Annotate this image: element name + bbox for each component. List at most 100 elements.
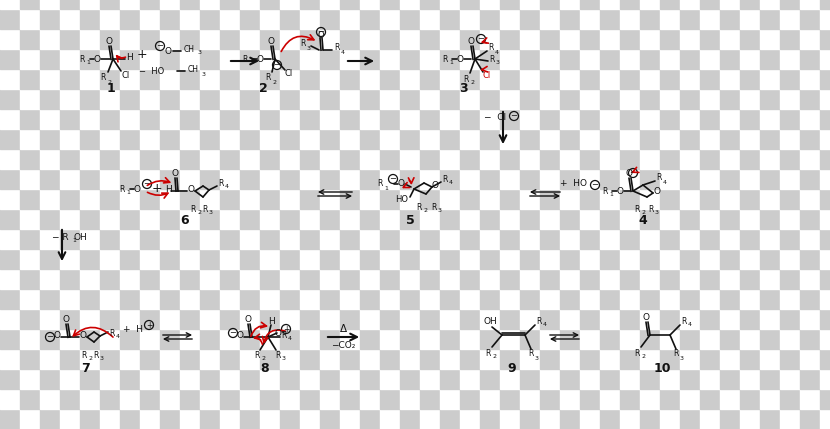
Bar — [0, 169, 20, 189]
Bar — [720, 249, 740, 269]
Text: R: R — [634, 348, 640, 357]
Bar — [80, 249, 100, 269]
Bar — [20, 169, 40, 189]
Text: −  Cl: − Cl — [484, 112, 506, 121]
Bar — [500, 89, 520, 109]
Bar — [580, 109, 600, 129]
Bar — [620, 169, 640, 189]
Bar — [800, 349, 820, 369]
Text: +: + — [152, 182, 163, 196]
Bar — [0, 89, 20, 109]
Bar — [40, 169, 60, 189]
Bar — [540, 269, 560, 289]
Bar — [660, 349, 680, 369]
Text: H: H — [164, 184, 171, 193]
Bar — [620, 289, 640, 309]
Bar — [480, 289, 500, 309]
Bar — [80, 289, 100, 309]
Bar — [420, 29, 440, 49]
Text: R: R — [529, 350, 534, 359]
Bar — [160, 249, 180, 269]
Bar — [780, 169, 800, 189]
Bar — [600, 349, 620, 369]
Bar — [280, 149, 300, 169]
Bar — [300, 229, 320, 249]
Bar — [20, 69, 40, 89]
Bar — [180, 249, 200, 269]
Bar — [280, 249, 300, 269]
Bar — [680, 149, 700, 169]
Bar — [500, 229, 520, 249]
Bar — [80, 189, 100, 209]
Text: 4: 4 — [688, 323, 692, 327]
Bar — [540, 29, 560, 49]
Bar — [360, 249, 380, 269]
Bar — [240, 329, 260, 349]
Bar — [280, 409, 300, 429]
Bar — [380, 189, 400, 209]
Bar — [400, 309, 420, 329]
Bar — [720, 169, 740, 189]
Text: O: O — [642, 314, 650, 323]
Text: R: R — [120, 184, 124, 193]
Bar — [580, 309, 600, 329]
Bar — [620, 209, 640, 229]
Bar — [280, 109, 300, 129]
Bar — [800, 389, 820, 409]
Bar — [100, 249, 120, 269]
Bar — [300, 29, 320, 49]
Bar — [820, 89, 830, 109]
Bar — [420, 129, 440, 149]
Bar — [660, 389, 680, 409]
Bar — [580, 0, 600, 9]
Bar — [500, 69, 520, 89]
Bar — [700, 189, 720, 209]
Bar — [740, 109, 760, 129]
Bar — [420, 389, 440, 409]
Bar — [620, 49, 640, 69]
Bar — [320, 269, 340, 289]
Bar — [200, 269, 220, 289]
Bar — [720, 149, 740, 169]
Bar — [180, 149, 200, 169]
Bar — [240, 209, 260, 229]
Bar — [80, 369, 100, 389]
Text: −: − — [157, 42, 164, 51]
Bar — [480, 409, 500, 429]
Bar — [520, 389, 540, 409]
Bar — [360, 189, 380, 209]
Bar — [780, 129, 800, 149]
Bar — [160, 29, 180, 49]
Bar — [360, 49, 380, 69]
Bar — [780, 409, 800, 429]
Bar — [680, 209, 700, 229]
Bar — [240, 289, 260, 309]
Bar — [100, 289, 120, 309]
Bar — [480, 0, 500, 9]
Bar — [680, 109, 700, 129]
Bar — [640, 409, 660, 429]
Bar — [160, 69, 180, 89]
Text: 2: 2 — [88, 356, 92, 362]
Text: R: R — [218, 178, 224, 187]
Bar — [100, 109, 120, 129]
Bar — [600, 309, 620, 329]
Text: −: − — [389, 175, 397, 184]
Bar — [520, 69, 540, 89]
Bar — [580, 189, 600, 209]
Bar — [340, 369, 360, 389]
Bar — [540, 249, 560, 269]
Text: 4: 4 — [663, 179, 667, 184]
Bar — [700, 89, 720, 109]
Bar — [240, 409, 260, 429]
Bar — [100, 149, 120, 169]
Bar — [0, 229, 20, 249]
Bar — [60, 289, 80, 309]
Bar — [80, 169, 100, 189]
Bar — [60, 109, 80, 129]
Bar — [120, 189, 140, 209]
Bar — [240, 189, 260, 209]
Bar — [360, 349, 380, 369]
Bar — [340, 149, 360, 169]
Text: −: − — [46, 332, 53, 341]
